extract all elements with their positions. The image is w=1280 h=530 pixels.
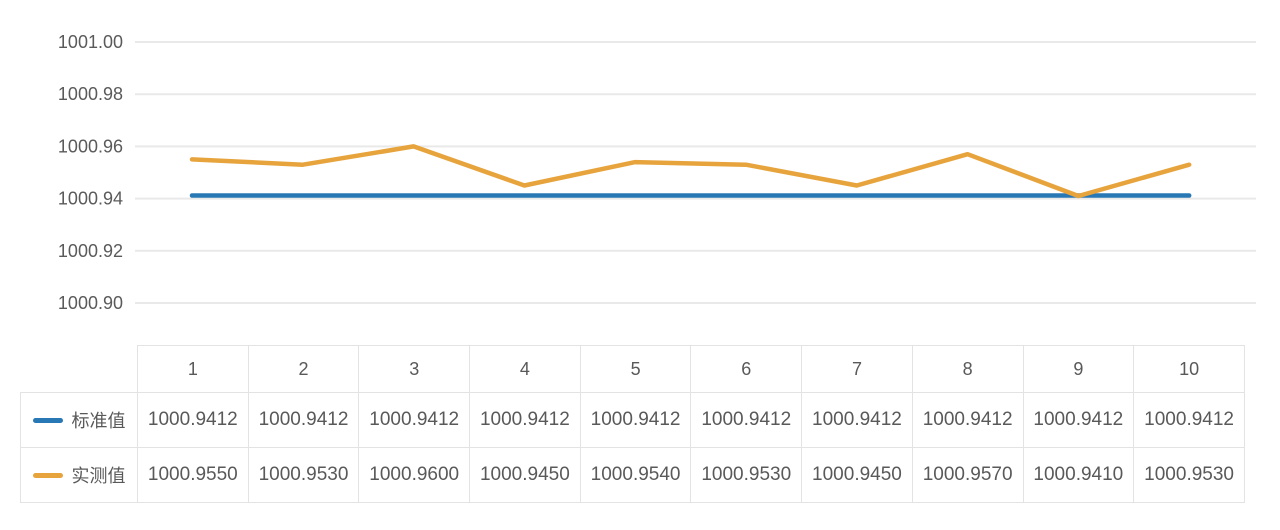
table-cell: 1000.9600 <box>358 447 471 503</box>
column-header: 5 <box>579 345 692 393</box>
table-row: 1 2 3 4 5 6 7 8 9 10 <box>20 345 1245 393</box>
table-cell: 1000.9550 <box>137 447 249 503</box>
legend-label: 实测值 <box>71 466 126 486</box>
line-chart: 1001.00 1000.98 1000.96 1000.94 1000.92 1000.… <box>58 32 1256 313</box>
table-cell: 1000.9530 <box>1133 447 1245 503</box>
y-axis-tick-label: 1000.96 <box>58 136 123 156</box>
table-cell: 1000.9412 <box>690 392 803 448</box>
column-header: 10 <box>1133 345 1245 393</box>
table-cell: 1000.9530 <box>247 447 360 503</box>
table-cell: 1000.9540 <box>579 447 692 503</box>
table-cell: 1000.9412 <box>247 392 360 448</box>
y-axis-tick-label: 1000.98 <box>58 84 123 104</box>
table-cell: 1000.9412 <box>469 392 581 448</box>
table-header-row: 1 2 3 4 5 6 7 8 9 10 <box>20 345 1245 393</box>
y-axis-tick-label: 1001.00 <box>58 32 123 52</box>
column-header: 2 <box>247 345 360 393</box>
table-cell: 1000.9570 <box>911 447 1024 503</box>
legend-cell: 实测值 <box>20 447 138 503</box>
column-header: 9 <box>1022 345 1135 393</box>
legend-cell: 标准值 <box>20 392 138 448</box>
column-header: 6 <box>690 345 803 393</box>
table-cell: 1000.9412 <box>1133 392 1245 448</box>
y-axis-tick-label: 1000.92 <box>58 241 123 261</box>
measured-value-line <box>189 144 1192 199</box>
table-cell: 1000.9412 <box>358 392 471 448</box>
column-header: 8 <box>911 345 1024 393</box>
table-cell: 1000.9412 <box>1022 392 1135 448</box>
table-cell: 1000.9450 <box>469 447 581 503</box>
legend-label: 标准值 <box>71 411 126 431</box>
table-cell: 1000.9530 <box>690 447 803 503</box>
measured-series-swatch-icon <box>32 472 63 478</box>
column-header: 7 <box>801 345 913 393</box>
column-header: 4 <box>469 345 581 393</box>
standard-series-swatch-icon <box>32 417 63 423</box>
table-cell: 1000.9410 <box>1022 447 1135 503</box>
y-axis-tick-label: 1000.90 <box>58 293 123 313</box>
column-header: 1 <box>137 345 249 393</box>
table-row: 标准值 1000.9412 1000.9412 1000.9412 1000.9412 1… <box>20 392 1245 448</box>
data-table: 1 2 3 4 5 6 7 8 9 10 标准值 1000.9412 1000.9412 1000.94… <box>20 345 1245 503</box>
table-cell: 1000.9412 <box>137 392 249 448</box>
legend-header-spacer <box>20 345 138 393</box>
column-header: 3 <box>358 345 471 393</box>
table-row: 实测值 1000.9550 1000.9530 1000.9600 1000.9450 1… <box>20 447 1245 503</box>
table-cell: 1000.9412 <box>911 392 1024 448</box>
table-cell: 1000.9412 <box>801 392 913 448</box>
table-body: 标准值 1000.9412 1000.9412 1000.9412 1000.9412 1… <box>20 392 1245 503</box>
y-axis-tick-label: 1000.94 <box>58 189 123 209</box>
table-cell: 1000.9412 <box>579 392 692 448</box>
table-cell: 1000.9450 <box>801 447 913 503</box>
